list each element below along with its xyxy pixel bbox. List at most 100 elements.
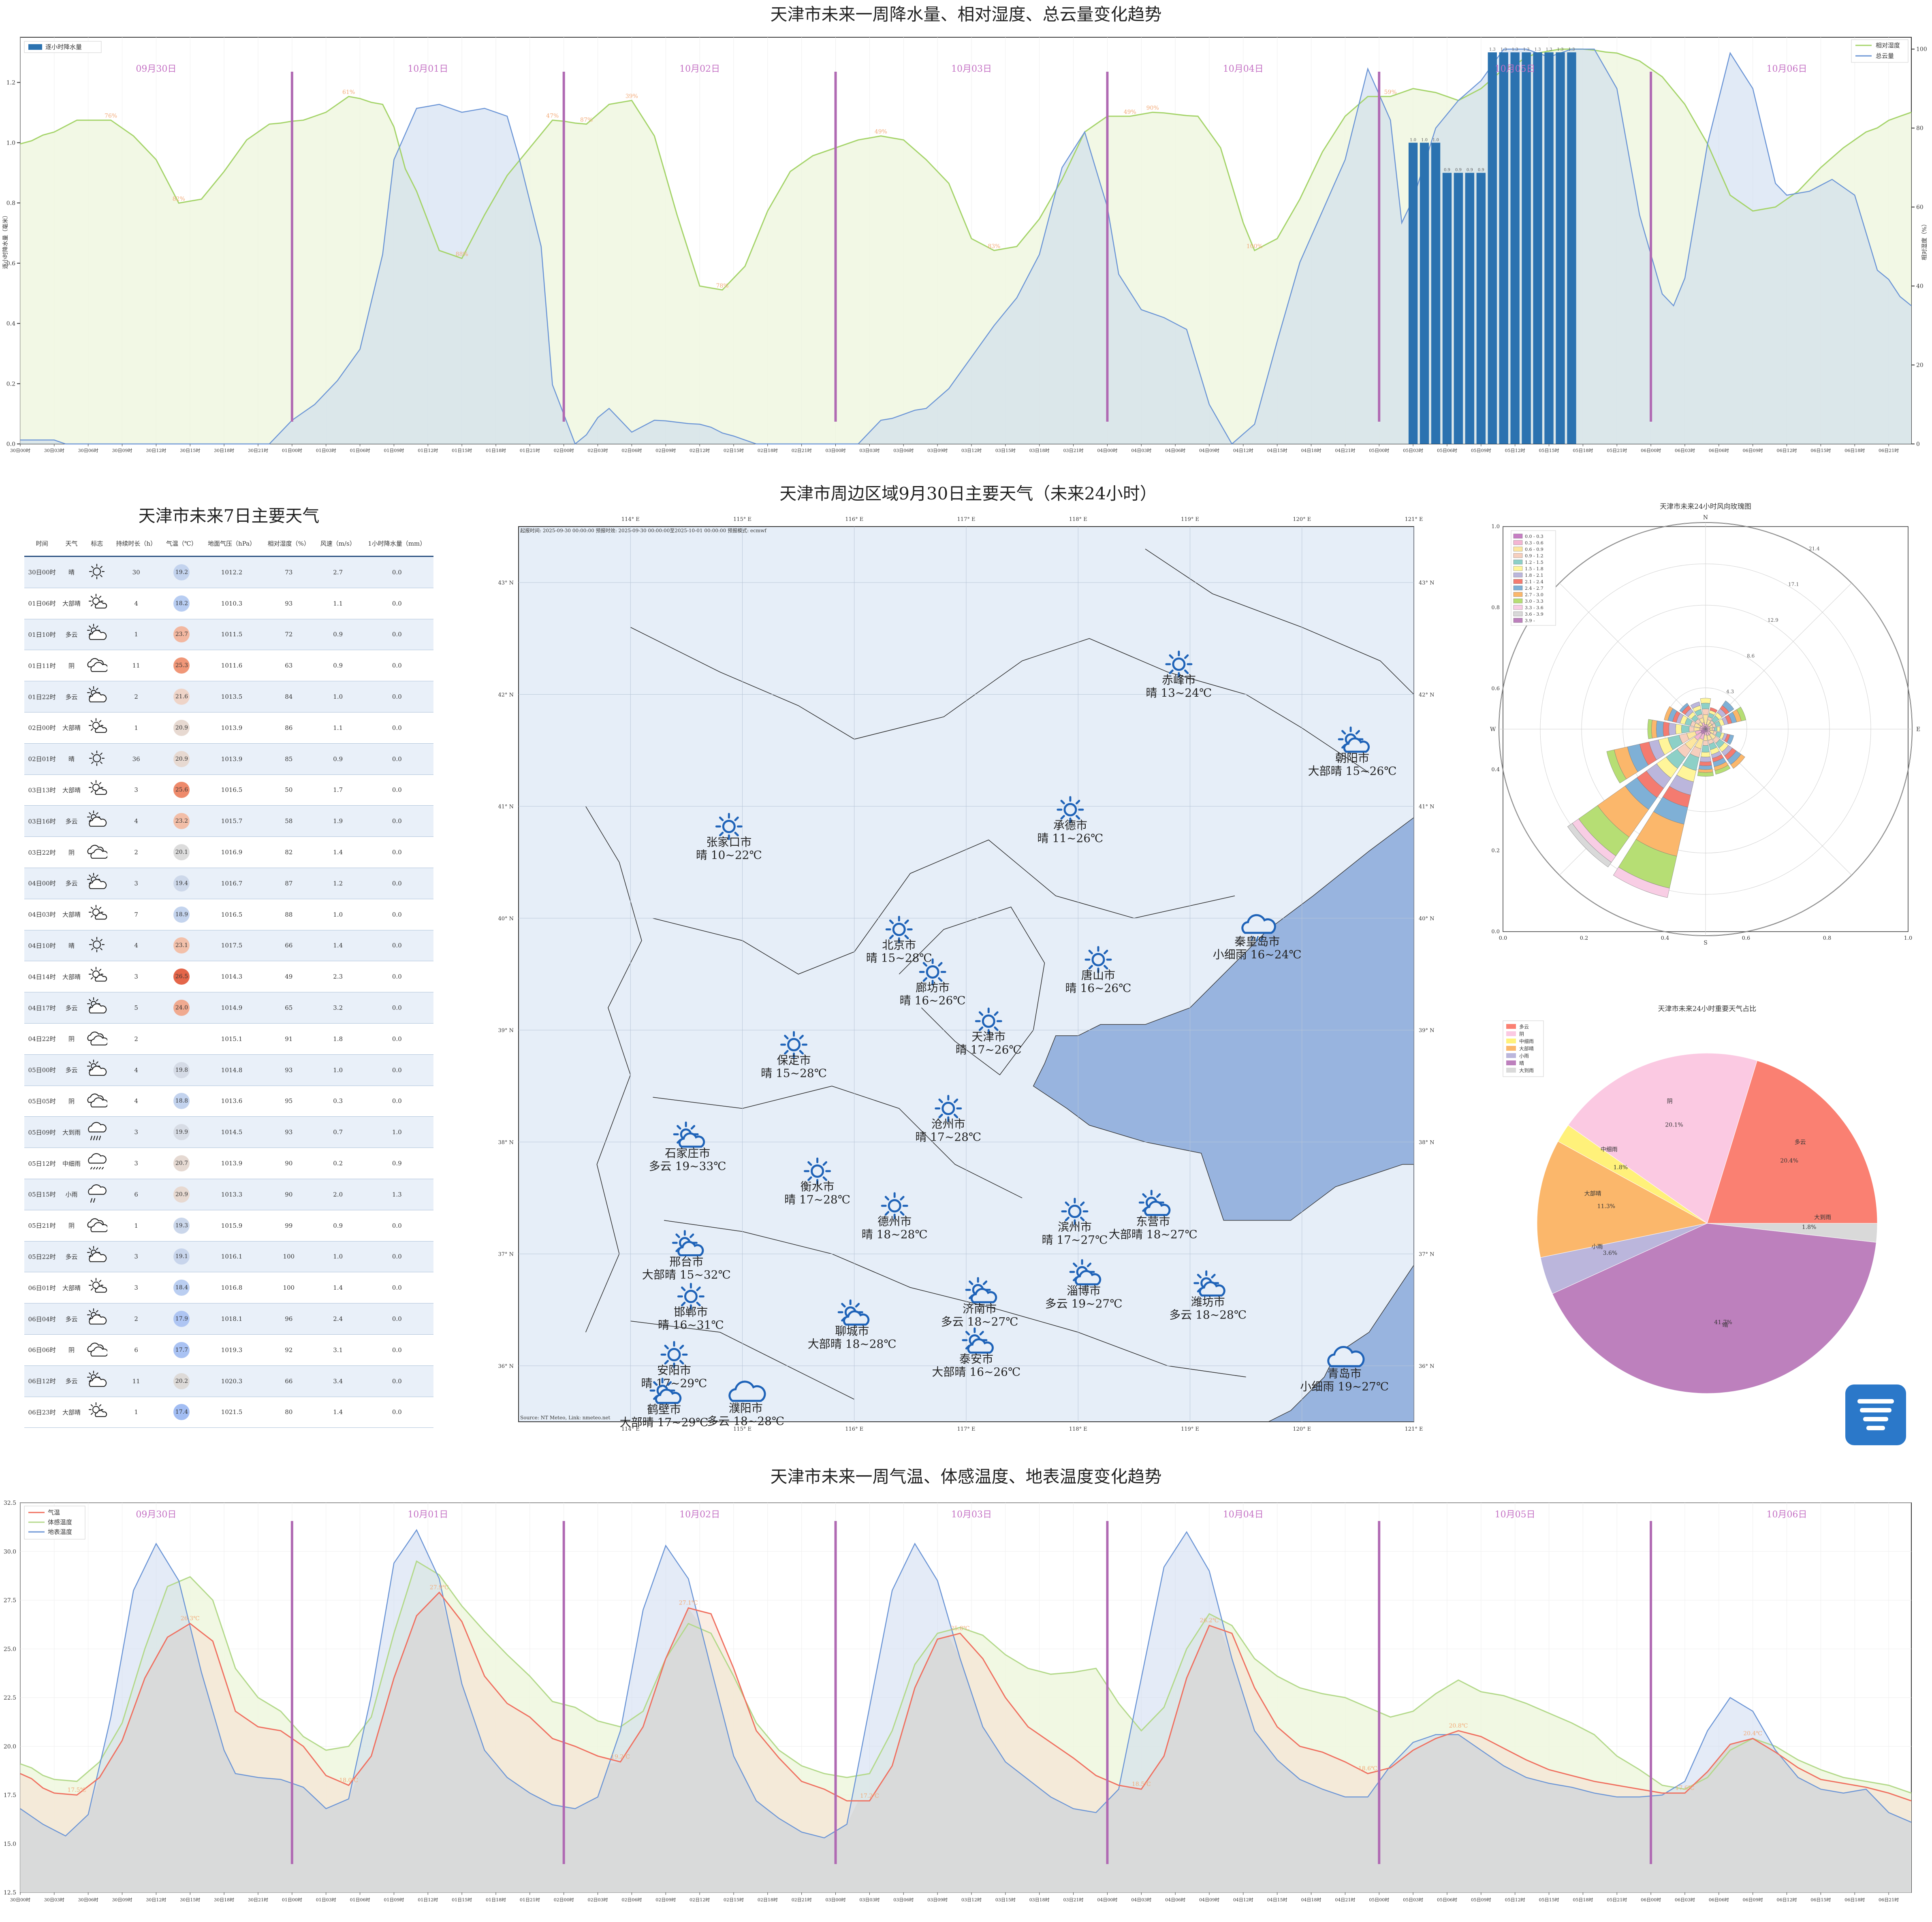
x-tick-label: 04日06时 [1165, 448, 1185, 453]
sun-disc [667, 1348, 681, 1361]
x-tick-label: 30日06时 [78, 448, 98, 453]
rose-x-tick-label: 0.6 [1742, 935, 1751, 941]
sun-ray [978, 1011, 984, 1016]
legend-swatch [1506, 1060, 1516, 1065]
table-cell: 03日13时 [28, 786, 56, 794]
table-cell: 1.0 [333, 1253, 343, 1261]
table-cell: 4 [134, 942, 138, 949]
region-boundary [585, 806, 642, 1333]
sun-ray [89, 881, 92, 884]
temperature-dot: 26.5 [173, 968, 190, 985]
sun-disc [888, 1199, 901, 1213]
rose-wedge [1700, 698, 1711, 704]
cloud-shape [89, 1314, 107, 1325]
sun-ray [89, 819, 92, 822]
cloudy-sun-icon [87, 1059, 107, 1076]
partly-sunny-icon [89, 967, 107, 982]
rose-ring-label: 12.9 [1768, 617, 1778, 623]
table-header-row: 时间 天气 标志 持续时长（h） 气温（℃） 地面气压（hPa） 相对湿度（%） 风速（m/s… [24, 531, 433, 557]
y2-tick-label: 60 [1916, 204, 1923, 211]
x-tick-label: 01日15时 [452, 1897, 472, 1903]
y-tick-label: 15.0 [4, 1841, 16, 1847]
table-cell: 86 [285, 724, 293, 732]
sun-ray [99, 1404, 102, 1407]
temp-annotation: 17.6℃ [1676, 1785, 1695, 1792]
rose-wedge [1730, 754, 1745, 769]
table-cell: 19.1 [162, 1241, 201, 1272]
table-cell: 阴 [68, 1097, 75, 1105]
precip-bar-label: 1.0 [1432, 138, 1439, 142]
sun-ray [91, 977, 93, 980]
table-cell: 1016.9 [221, 849, 243, 856]
humidity-annotation: 49% [875, 129, 887, 135]
cloud-shape [95, 912, 107, 919]
sun-disc [93, 567, 101, 576]
rose-y-tick-label: 1.0 [1491, 524, 1500, 530]
table-cell: 05日05时 [28, 1097, 56, 1105]
y-tick-label: 32.5 [4, 1500, 16, 1506]
table-cell: 17.7 [162, 1334, 201, 1365]
rose-spoke [1559, 583, 1706, 730]
table-cell: 0.0 [392, 817, 402, 825]
sun-ray [91, 761, 94, 764]
sun-ray [841, 1303, 846, 1308]
cloudy-sun-icon [87, 872, 107, 889]
city-forecast: 晴 13~24℃ [1146, 686, 1212, 700]
table-cell: 阴 [68, 1222, 75, 1230]
rain-drop [99, 1167, 101, 1170]
sun-ray [922, 977, 928, 982]
table-cell: 2.0 [333, 1190, 343, 1198]
x-tick-label: 02日09时 [655, 448, 676, 453]
table-cell: 3.1 [333, 1346, 343, 1354]
y-tick-label: 12.5 [4, 1890, 16, 1896]
day-label: 10月05日 [1495, 64, 1535, 74]
day-label: 09月30日 [136, 64, 176, 74]
table-cell: 4 [134, 1097, 138, 1105]
sun-ray [91, 948, 94, 951]
sun-ray [690, 1233, 694, 1238]
x-tick-label: 05日15时 [1539, 448, 1559, 453]
x-tick-label: 30日12时 [146, 448, 166, 453]
sun-ray [96, 1248, 99, 1250]
rain-drop [1251, 936, 1254, 941]
precip-bar-label: 1.3 [1568, 47, 1575, 52]
sun-ray [822, 1176, 828, 1181]
cloud-shape [89, 1065, 107, 1076]
table-cell: 0.0 [392, 786, 402, 794]
sun-ray [91, 604, 93, 606]
legend-swatch [1513, 533, 1523, 539]
humidity-annotation: 49% [1124, 109, 1136, 115]
cloudy-sun-icon [87, 811, 107, 827]
x-tick-label: 30日00时 [10, 1897, 30, 1903]
temperature-dot: 18.9 [173, 906, 190, 923]
sun-ray [979, 1331, 984, 1335]
x-tick-label: 04日09时 [1199, 1897, 1219, 1903]
lon-label-top: 118° E [1069, 516, 1087, 523]
table-cell: 1010.3 [221, 599, 243, 607]
table-cell: 20.9 [162, 712, 201, 743]
lon-label-top: 121° E [1405, 516, 1423, 523]
table-cell: 0.0 [392, 755, 402, 763]
sun-ray [1104, 965, 1108, 970]
table-cell: 93 [285, 599, 293, 607]
sun-disc [787, 1038, 801, 1052]
lon-label-bottom: 121° E [1405, 1426, 1423, 1432]
table-cell: 0.9 [333, 662, 343, 670]
table-cell: 93 [285, 1128, 293, 1136]
table-cell: 05日09时 [28, 1128, 56, 1136]
humidity-annotation: 88% [456, 251, 468, 258]
city-name: 衡水市 [801, 1180, 835, 1193]
table-cell: 1014.3 [221, 973, 243, 981]
rose-wedge [1663, 721, 1670, 737]
table-cell: 04日00时 [28, 880, 56, 887]
table-title: 天津市未来7日主要天气 [138, 506, 320, 526]
table-cell: 1.3 [392, 1190, 402, 1198]
table-cell: 65 [285, 1004, 293, 1012]
table-cell: 23.1 [162, 930, 201, 961]
city-name: 东营市 [1136, 1215, 1170, 1228]
city-name: 青岛市 [1328, 1367, 1362, 1380]
humidity-annotation: 100% [1247, 243, 1263, 250]
city-name: 淄博市 [1067, 1284, 1101, 1297]
